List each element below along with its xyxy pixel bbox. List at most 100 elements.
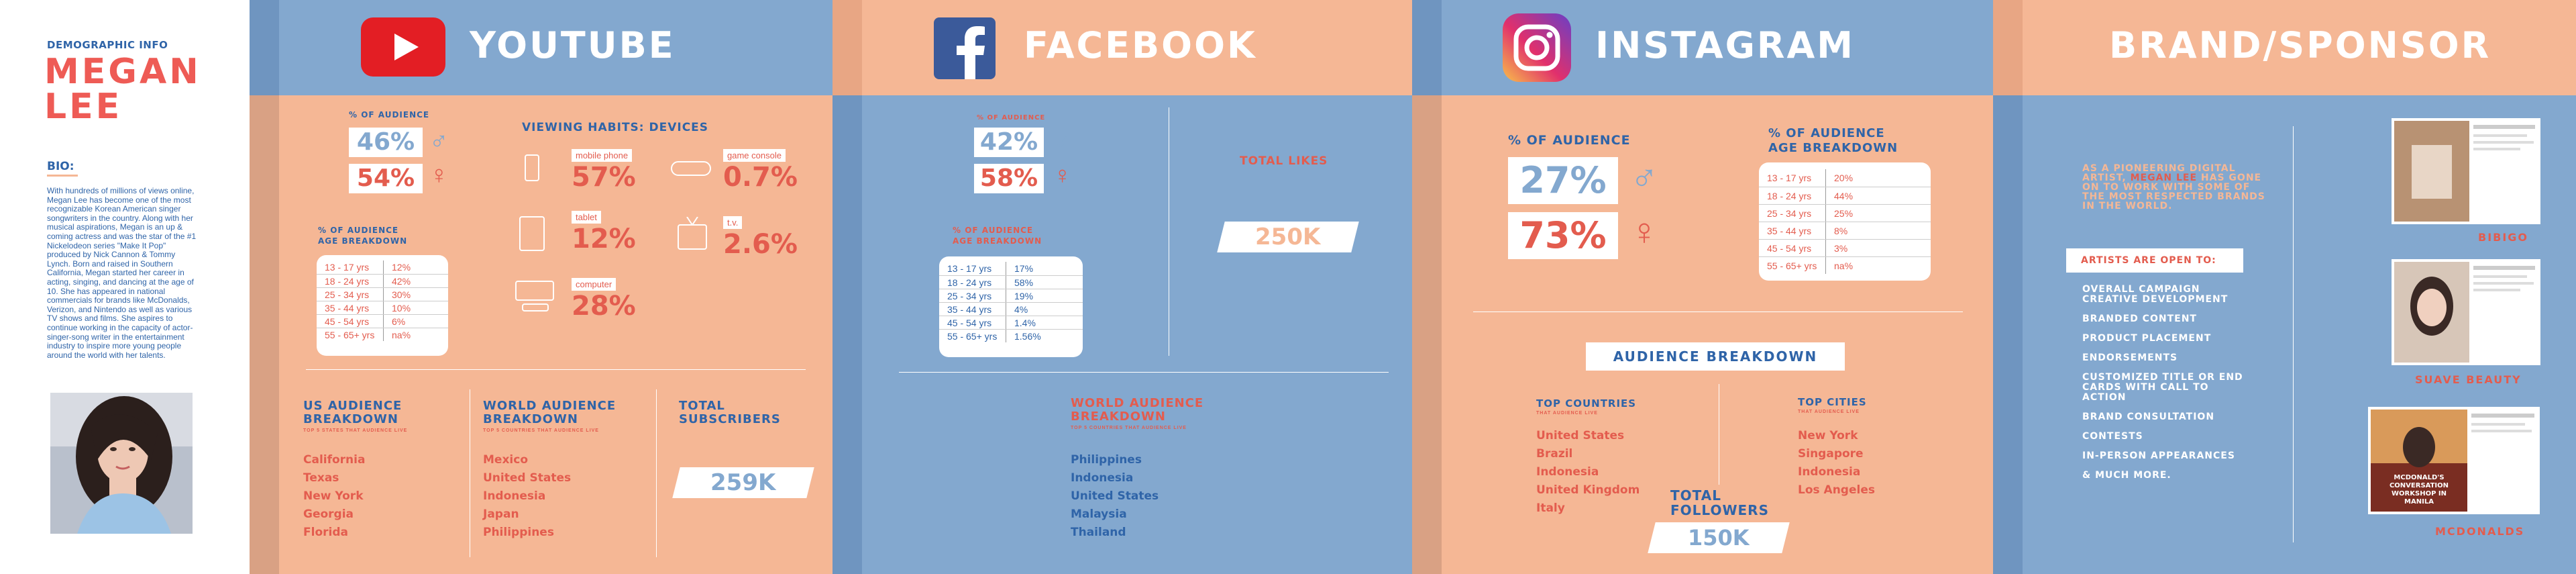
tablet-icon: [519, 216, 545, 251]
brand-intro-text-2: HAS GONE ON TO WORK WITH SOME OF THE MOS…: [2082, 173, 2265, 211]
yt-world-label-1: WORLD AUDIENCE: [483, 399, 616, 413]
device-game-console: game console 0.7%: [723, 149, 798, 193]
age-range: 13 - 17 yrs: [1759, 169, 1826, 187]
section-label: DEMOGRAPHIC INFO: [47, 39, 168, 51]
fb-male-pct: 42%: [974, 128, 1044, 157]
device-label: computer: [572, 278, 616, 291]
female-symbol-icon: ♀: [1053, 161, 1071, 189]
age-row: 45 - 54 yrs 6%: [317, 314, 448, 328]
sponsor-label-bibigo: BIBIGO: [2478, 231, 2529, 244]
yt-habits-label: VIEWING HABITS: DEVICES: [522, 121, 709, 134]
age-pct: 4%: [1014, 303, 1028, 315]
yt-us-states-list: California Texas New York Georgia Florida: [303, 451, 365, 542]
device-value: 57%: [572, 162, 636, 193]
age-range: 25 - 34 yrs: [317, 288, 384, 301]
brand-item: OVERALL CAMPAIGN CREATIVE DEVELOPMENT: [2082, 284, 2229, 305]
age-pct: 44%: [1834, 190, 1854, 201]
age-range: 35 - 44 yrs: [317, 301, 384, 314]
device-mobile: mobile phone 57%: [572, 149, 636, 193]
sponsor-label-suave: SUAVE BEAUTY: [2415, 373, 2522, 386]
divider: [2293, 126, 2294, 542]
brand-open-label: ARTISTS ARE OPEN TO:: [2081, 255, 2216, 266]
age-pct: 6%: [392, 316, 406, 327]
fb-world-list: Philippines Indonesia United States Malaysi…: [1071, 451, 1159, 542]
device-label: game console: [723, 149, 786, 162]
fb-world-label-1: WORLD AUDIENCE: [1071, 396, 1204, 410]
age-row: 35 - 44 yrs 4%: [939, 302, 1083, 316]
age-row: 55 - 65+ yrs na%: [1759, 256, 1931, 274]
list-item: Japan: [483, 508, 519, 521]
list-item: Malaysia: [1071, 508, 1127, 521]
brand-item: BRAND CONSULTATION: [2082, 412, 2215, 422]
instagram-side-strip: [1412, 0, 1442, 574]
device-value: 0.7%: [723, 162, 798, 193]
brand-title: BRAND/SPONSOR: [2109, 24, 2491, 66]
brand-item: CUSTOMIZED TITLE OR END CARDS WITH CALL …: [2082, 372, 2243, 403]
brand-item: ENDORSEMENTS: [2082, 352, 2178, 363]
list-item: United States: [483, 471, 572, 485]
yt-subs-label-1: TOTAL: [679, 399, 725, 413]
yt-subs-label-2: SUBSCRIBERS: [679, 412, 781, 426]
fb-world-label-2: BREAKDOWN: [1071, 410, 1166, 424]
ig-breakdown-box: AUDIENCE BREAKDOWN: [1586, 342, 1845, 371]
age-row: 13 - 17 yrs 20%: [1759, 169, 1931, 187]
sponsor-promo-text: MCDONALD'S CONVERSATION WORKSHOP IN MANI…: [2389, 474, 2449, 506]
age-pct: 30%: [392, 289, 411, 300]
tv-antenna: [678, 216, 707, 226]
age-range: 55 - 65+ yrs: [1759, 257, 1826, 274]
yt-world-sub: TOP 5 COUNTRIES THAT AUDIENCE LIVE: [483, 428, 599, 433]
yt-subs-value: 259K: [672, 467, 814, 498]
ig-age-label-2: AGE BREAKDOWN: [1768, 141, 1898, 155]
age-range: 55 - 65+ yrs: [939, 330, 1006, 342]
age-row: 55 - 65+ yrs 1.56%: [939, 329, 1083, 342]
age-range: 13 - 17 yrs: [317, 260, 384, 274]
instagram-camera-icon: [1503, 13, 1571, 82]
male-symbol-icon: ♂: [1630, 156, 1658, 199]
device-tv: t.v. 2.6%: [723, 216, 798, 260]
name-first: MEGAN: [44, 52, 201, 92]
divider: [899, 372, 1389, 373]
yt-age-label-1: % OF AUDIENCE: [318, 226, 399, 235]
ig-breakdown-label: AUDIENCE BREAKDOWN: [1613, 348, 1818, 365]
age-pct: 17%: [1014, 263, 1034, 274]
yt-us-sub: TOP 5 STATES THAT AUDIENCE LIVE: [303, 428, 408, 433]
list-item: Texas: [303, 471, 339, 485]
mobile-phone-icon: [525, 154, 539, 181]
sponsor-label-mcdonalds: MCDONALDS: [2435, 525, 2525, 538]
fb-age-table: 13 - 17 yrs 17% 18 - 24 yrs 58% 25 - 34 yrs 1…: [939, 256, 1083, 357]
age-range: 18 - 24 yrs: [939, 276, 1006, 289]
brand-intro-text: AS A PIONEERING DIGITAL ARTIST,: [2082, 163, 2236, 183]
age-pct: 3%: [1834, 242, 1848, 254]
fb-pct-label: % OF AUDIENCE: [977, 114, 1046, 122]
device-value: 12%: [572, 224, 636, 254]
age-range: 35 - 44 yrs: [1759, 222, 1826, 239]
age-range: 13 - 17 yrs: [939, 262, 1006, 275]
yt-us-label-2: BREAKDOWN: [303, 412, 398, 426]
yt-world-label-2: BREAKDOWN: [483, 412, 578, 426]
age-pct: na%: [392, 329, 411, 340]
brand-intro: AS A PIONEERING DIGITAL ARTIST, MEGAN LE…: [2082, 164, 2270, 211]
list-item: California: [303, 453, 366, 467]
age-row: 35 - 44 yrs 10%: [317, 301, 448, 314]
bio-label: BIO:: [47, 160, 74, 173]
age-pct: 25%: [1834, 207, 1854, 219]
profile-photo: [50, 393, 193, 534]
list-item: Brazil: [1536, 447, 1573, 461]
yt-pct-label: % OF AUDIENCE: [349, 110, 430, 119]
list-item: New York: [303, 489, 364, 503]
yt-world-list: Mexico United States Indonesia Japan Philipp…: [483, 451, 571, 542]
age-pct: 1.4%: [1014, 317, 1036, 328]
tv-icon: [678, 224, 707, 250]
bio-underline: [47, 175, 78, 177]
fb-likes-value: 250K: [1217, 222, 1359, 252]
age-row: 45 - 54 yrs 3%: [1759, 239, 1931, 256]
fb-female-pct: 58%: [974, 164, 1044, 193]
fb-age-label-2: AGE BREAKDOWN: [953, 236, 1042, 246]
fb-likes-value-text: 250K: [1255, 224, 1321, 250]
ig-male-pct: 27%: [1508, 157, 1618, 204]
youtube-side-strip: [250, 0, 279, 574]
device-label: mobile phone: [572, 149, 633, 162]
yt-female-pct: 54%: [349, 164, 423, 193]
list-item: Indonesia: [1536, 465, 1599, 479]
age-range: 18 - 24 yrs: [1759, 187, 1826, 204]
